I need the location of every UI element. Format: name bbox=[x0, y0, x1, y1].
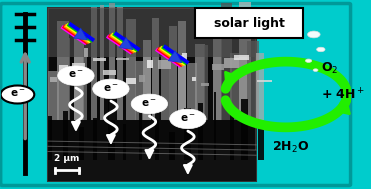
Bar bbox=[123, 124, 127, 160]
Bar bbox=[117, 7, 123, 120]
Bar bbox=[48, 8, 256, 57]
Circle shape bbox=[313, 69, 318, 71]
Bar bbox=[93, 58, 106, 61]
Circle shape bbox=[131, 94, 168, 114]
Bar bbox=[224, 58, 239, 67]
Bar bbox=[48, 150, 256, 181]
Bar bbox=[248, 65, 262, 67]
Bar bbox=[155, 106, 159, 160]
Bar bbox=[93, 118, 97, 160]
Circle shape bbox=[93, 79, 129, 99]
Bar bbox=[91, 7, 97, 120]
Bar bbox=[169, 132, 175, 160]
Bar bbox=[178, 21, 186, 120]
Bar bbox=[258, 126, 264, 160]
Bar bbox=[201, 83, 209, 86]
Bar bbox=[169, 55, 184, 59]
FancyBboxPatch shape bbox=[195, 8, 303, 38]
Bar bbox=[48, 8, 256, 181]
Bar bbox=[108, 98, 115, 160]
Text: 2 μm: 2 μm bbox=[55, 154, 80, 163]
Bar bbox=[239, 2, 251, 120]
Bar bbox=[212, 64, 224, 70]
Bar bbox=[184, 108, 191, 160]
Bar bbox=[48, 116, 52, 160]
Bar bbox=[139, 112, 142, 160]
Bar bbox=[139, 75, 145, 82]
Circle shape bbox=[305, 59, 312, 62]
Bar bbox=[256, 53, 265, 120]
Bar bbox=[109, 3, 115, 120]
Bar bbox=[57, 21, 69, 120]
Bar bbox=[257, 80, 272, 82]
Bar bbox=[126, 78, 137, 84]
Bar bbox=[100, 5, 104, 120]
Text: + 4H$^+$: + 4H$^+$ bbox=[321, 87, 365, 102]
Bar bbox=[169, 26, 177, 120]
Bar bbox=[242, 99, 248, 160]
Bar bbox=[143, 40, 151, 120]
Bar bbox=[83, 48, 88, 57]
Bar bbox=[192, 77, 196, 81]
Text: 2H$_2$O: 2H$_2$O bbox=[272, 139, 310, 155]
Text: e$^-$: e$^-$ bbox=[180, 113, 196, 124]
Bar bbox=[152, 18, 159, 120]
Bar bbox=[234, 55, 249, 60]
Circle shape bbox=[1, 85, 34, 104]
Bar bbox=[204, 45, 208, 120]
Bar bbox=[230, 109, 234, 160]
Bar bbox=[65, 38, 70, 120]
Bar bbox=[247, 41, 259, 120]
Bar bbox=[135, 61, 143, 120]
Bar bbox=[72, 63, 85, 72]
Bar bbox=[213, 22, 221, 120]
FancyBboxPatch shape bbox=[1, 4, 351, 185]
Bar bbox=[63, 111, 68, 160]
Bar bbox=[48, 71, 59, 120]
Bar bbox=[196, 44, 205, 120]
Bar bbox=[59, 65, 68, 73]
Text: solar light: solar light bbox=[214, 17, 285, 30]
Text: O$_2$: O$_2$ bbox=[321, 61, 338, 76]
Bar bbox=[221, 3, 232, 120]
Bar bbox=[103, 70, 116, 75]
Bar bbox=[147, 60, 153, 68]
Bar bbox=[83, 48, 88, 120]
Bar bbox=[214, 92, 216, 160]
Bar bbox=[161, 56, 169, 120]
Bar bbox=[116, 58, 129, 60]
Text: e$^-$: e$^-$ bbox=[10, 88, 26, 99]
Circle shape bbox=[308, 31, 320, 38]
Text: e$^-$: e$^-$ bbox=[141, 98, 157, 109]
Bar bbox=[126, 19, 136, 120]
Text: e$^-$: e$^-$ bbox=[103, 83, 119, 94]
Bar bbox=[50, 77, 58, 82]
Bar bbox=[158, 60, 171, 69]
Bar bbox=[198, 103, 203, 160]
Bar bbox=[187, 63, 197, 120]
Bar bbox=[230, 53, 239, 120]
Bar bbox=[182, 53, 187, 60]
Bar bbox=[74, 38, 84, 120]
Text: e$^-$: e$^-$ bbox=[68, 70, 84, 81]
Bar bbox=[79, 127, 84, 160]
Circle shape bbox=[170, 109, 206, 129]
Circle shape bbox=[58, 66, 94, 85]
Circle shape bbox=[316, 47, 325, 52]
